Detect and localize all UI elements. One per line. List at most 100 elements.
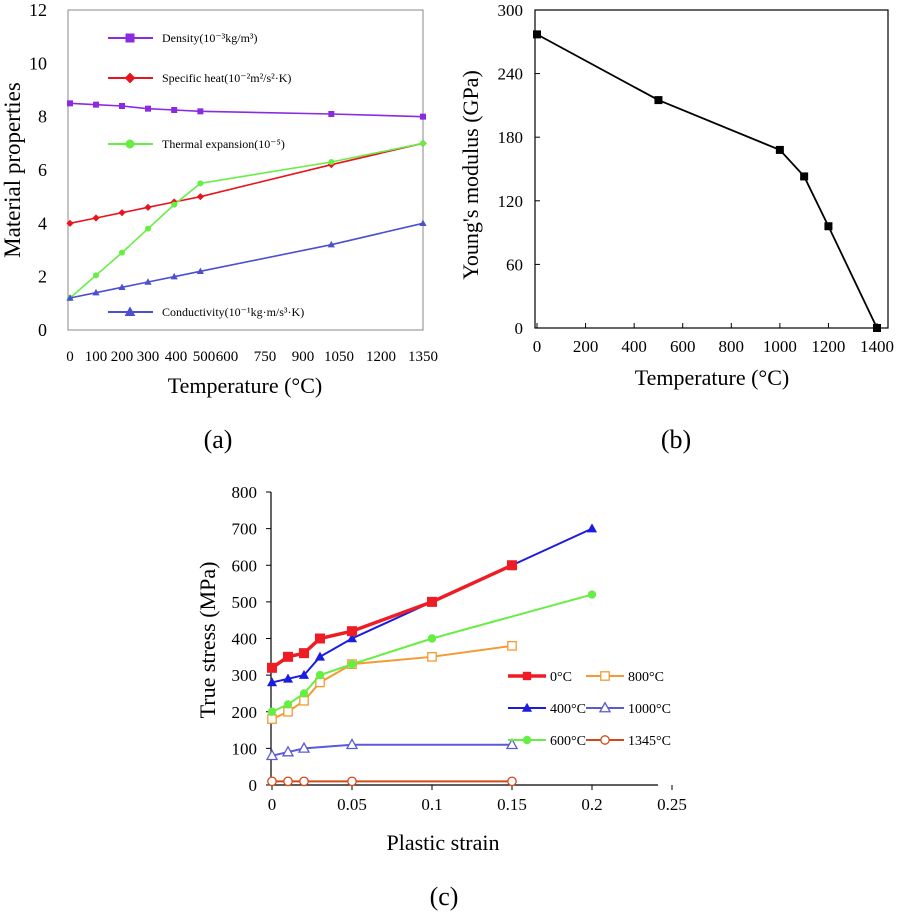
legend-marker <box>522 735 532 745</box>
legend-entry: 0°C <box>508 670 572 685</box>
x-tick-label: 200 <box>111 349 134 365</box>
legend-entry: Thermal expansion(10⁻⁵) <box>108 137 285 151</box>
legend-marker <box>124 306 136 317</box>
data-point <box>66 219 74 227</box>
y-tick-label: 2 <box>38 267 47 287</box>
legend-label: 600°C <box>550 734 586 749</box>
plot-frame-a <box>67 9 424 331</box>
legend-label: Density(10⁻³kg/m³) <box>162 31 258 45</box>
data-point <box>299 689 309 698</box>
x-tick-label: 0 <box>533 337 542 356</box>
legend-label: Conductivity(10⁻¹kg·m/s³·K) <box>162 305 304 319</box>
data-point <box>314 651 326 661</box>
data-point <box>92 288 100 296</box>
series-3 <box>66 219 427 301</box>
data-point <box>328 111 335 117</box>
data-point <box>347 626 357 637</box>
data-point <box>420 140 426 147</box>
x-tick-label: 400 <box>621 337 647 356</box>
data-point <box>775 145 784 154</box>
legend-entry: Conductivity(10⁻¹kg·m/s³·K) <box>108 305 304 319</box>
data-point <box>420 113 426 120</box>
data-point <box>265 749 279 761</box>
chart-a: 0 2 4 6 8 10 12 0 100 200 300 400 500 600 750 900 1050 12… <box>0 0 438 454</box>
y-tick-label: 240 <box>498 65 524 84</box>
data-point <box>586 523 598 533</box>
x-tick-label: 1050 <box>324 349 354 365</box>
data-point <box>67 100 73 107</box>
legend-entry: Density(10⁻³kg/m³) <box>108 31 258 45</box>
data-point <box>347 776 357 787</box>
legend-label: Thermal expansion(10⁻⁵) <box>162 137 285 151</box>
data-point <box>315 670 325 680</box>
data-point <box>171 107 178 113</box>
data-point <box>66 294 74 301</box>
data-point <box>170 272 178 280</box>
data-point <box>315 633 325 644</box>
y-tick-label: 0 <box>515 319 524 338</box>
series-line <box>69 222 424 299</box>
data-point <box>283 776 293 787</box>
x-tick-label: 750 <box>254 349 277 365</box>
data-point <box>196 267 204 275</box>
panel-label-a: (a) <box>204 425 233 454</box>
data-point <box>587 590 597 599</box>
x-tick-label: 1350 <box>408 349 438 365</box>
legend-label: Specific heat(10⁻²m²/s²·K) <box>162 71 291 85</box>
y-tick-label: 300 <box>232 666 258 685</box>
y-tick-label: 800 <box>232 483 258 502</box>
data-point <box>328 159 335 165</box>
series-line <box>69 142 424 299</box>
x-tick-label: 600 <box>216 349 239 365</box>
data-point <box>654 96 663 105</box>
x-axis-label: Temperature (°C) <box>168 373 322 398</box>
legend-entry: 1000°C <box>586 701 671 717</box>
y-tick-label: 0 <box>249 776 258 795</box>
legend-label: 1345°C <box>628 734 671 749</box>
legend-entry: Specific heat(10⁻²m²/s²·K) <box>108 71 291 85</box>
data-point <box>800 172 809 181</box>
data-point <box>144 203 152 211</box>
data-point <box>93 101 99 108</box>
legend-entry: 600°C <box>508 734 586 749</box>
x-tick-label: 1400 <box>860 337 894 356</box>
x-tick-label: 1200 <box>366 349 396 365</box>
legend-entry: 400°C <box>508 702 586 717</box>
data-point <box>873 324 881 332</box>
y-tick-label: 12 <box>29 0 47 20</box>
series-2 <box>267 590 597 716</box>
data-point <box>92 214 100 222</box>
data-point <box>299 695 309 706</box>
y-tick-label: 300 <box>498 1 524 20</box>
y-tick-label: 600 <box>232 556 258 575</box>
y-axis-label: Material properties <box>0 82 25 258</box>
data-point <box>283 651 293 662</box>
data-point <box>299 648 309 659</box>
chart-c: 0 100 200 300 400 500 600 700 800 0 0.05 0.1 0.15 0.2… <box>195 483 687 911</box>
data-point <box>196 193 204 201</box>
data-point <box>267 662 277 673</box>
data-point <box>197 108 204 115</box>
legend-marker <box>598 701 612 713</box>
x-tick-label: 100 <box>85 349 108 365</box>
data-point <box>507 776 517 787</box>
x-tick-label: 1200 <box>811 337 845 356</box>
data-point <box>427 634 437 643</box>
x-tick-label: 800 <box>719 337 745 356</box>
data-point <box>266 677 278 687</box>
data-point <box>118 283 126 291</box>
data-point <box>299 776 309 787</box>
data-point <box>267 776 277 787</box>
series-5 <box>267 776 517 787</box>
data-point <box>297 741 311 753</box>
data-point <box>345 738 359 750</box>
data-point <box>119 249 125 256</box>
x-tick-label: 0.05 <box>337 795 367 814</box>
x-tick-label: 500 <box>193 349 216 365</box>
data-point <box>533 30 541 39</box>
data-point <box>281 745 295 757</box>
y-tick-label: 10 <box>29 53 47 73</box>
x-tick-label: 600 <box>670 337 696 356</box>
series-0 <box>533 30 881 332</box>
